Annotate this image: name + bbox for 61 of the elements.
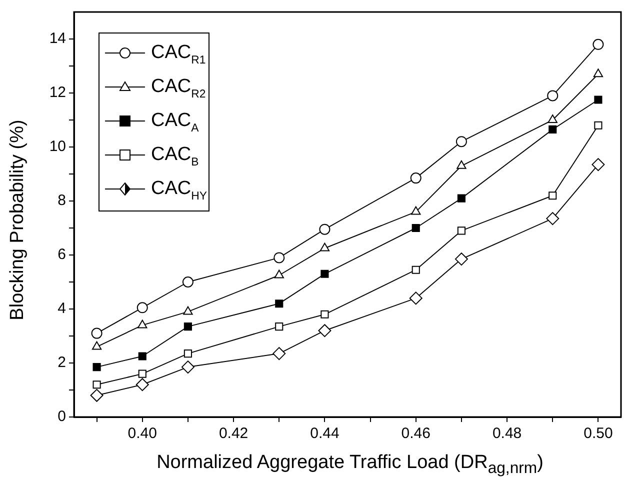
point bbox=[592, 38, 604, 50]
point bbox=[183, 306, 193, 315]
point bbox=[136, 302, 148, 314]
x-tick-label: 0.44 bbox=[310, 425, 340, 442]
point bbox=[136, 378, 149, 392]
point bbox=[548, 125, 557, 134]
point bbox=[138, 320, 148, 328]
point bbox=[457, 226, 466, 235]
point bbox=[182, 276, 194, 288]
point bbox=[412, 224, 420, 232]
point bbox=[592, 158, 605, 172]
y-tick-label: 8 bbox=[58, 192, 66, 210]
point bbox=[92, 363, 101, 372]
y-tick-label: 10 bbox=[49, 138, 66, 156]
point bbox=[272, 347, 286, 360]
point bbox=[92, 341, 102, 350]
y-tick-label: 0 bbox=[58, 408, 66, 426]
point bbox=[548, 192, 557, 200]
x-tick-label: 0.48 bbox=[492, 425, 522, 442]
point bbox=[320, 310, 329, 318]
point bbox=[320, 270, 329, 278]
x-tick-label: 0.40 bbox=[128, 425, 157, 442]
point bbox=[274, 252, 285, 264]
x-axis-title: Normalized Aggregate Traffic Load (DR$_{ag,nrm}$) bbox=[156, 452, 544, 478]
point bbox=[275, 300, 284, 308]
point bbox=[457, 194, 466, 202]
point bbox=[138, 370, 146, 378]
point bbox=[594, 96, 602, 104]
point bbox=[593, 68, 604, 78]
point bbox=[412, 266, 420, 274]
point bbox=[456, 136, 467, 148]
point bbox=[184, 322, 192, 331]
point bbox=[181, 360, 194, 374]
point bbox=[138, 352, 146, 360]
point bbox=[410, 172, 422, 184]
point bbox=[547, 90, 558, 102]
point bbox=[456, 160, 466, 169]
x-tick-label: 0.46 bbox=[401, 425, 430, 442]
y-tick-label: 6 bbox=[58, 246, 66, 264]
x-tick-label: 0.50 bbox=[584, 425, 613, 442]
x-tick-label: 0.42 bbox=[218, 425, 248, 442]
point bbox=[91, 328, 102, 339]
point bbox=[275, 322, 284, 331]
y-tick-label: 2 bbox=[58, 354, 66, 372]
y-tick-label: 4 bbox=[58, 300, 66, 318]
point bbox=[274, 270, 284, 278]
point bbox=[411, 206, 421, 215]
point bbox=[546, 212, 560, 226]
point bbox=[454, 252, 468, 266]
point bbox=[92, 380, 101, 389]
point bbox=[319, 224, 330, 235]
y-axis-title: Blocking Probability (%) bbox=[7, 120, 29, 320]
point bbox=[409, 292, 422, 305]
point bbox=[318, 324, 332, 338]
point bbox=[90, 388, 104, 402]
point bbox=[320, 242, 330, 252]
y-tick-label: 14 bbox=[49, 30, 66, 48]
y-tick-label: 12 bbox=[49, 84, 66, 102]
point bbox=[184, 350, 192, 358]
point bbox=[548, 114, 558, 123]
point bbox=[594, 121, 602, 130]
